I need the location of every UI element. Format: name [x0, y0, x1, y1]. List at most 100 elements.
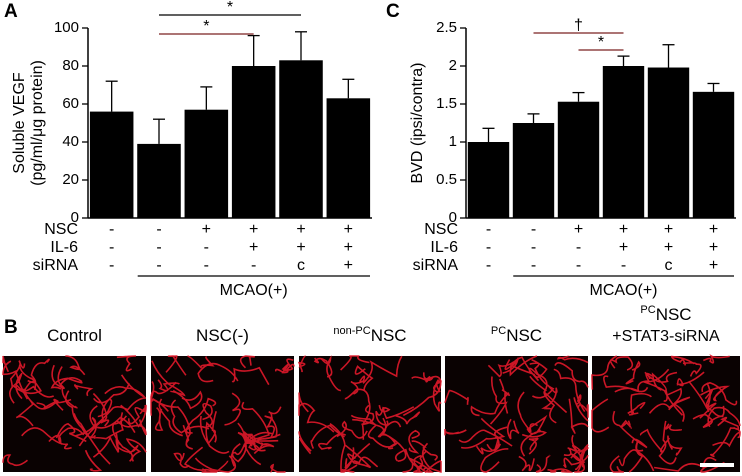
bar: [557, 101, 600, 218]
bar: [326, 98, 371, 218]
micrograph: [150, 355, 295, 473]
vessels: [591, 353, 741, 473]
condition-value: +: [709, 221, 718, 238]
condition-value: +: [344, 221, 353, 238]
y-tick-label: 0: [449, 209, 457, 226]
condition-value: +: [709, 239, 718, 256]
vessels: [444, 355, 589, 473]
y-tick-label: 40: [62, 133, 79, 150]
y-axis-label: (pg/ml/μg protein): [29, 60, 46, 186]
bar: [279, 60, 323, 218]
condition-value: +: [249, 221, 258, 238]
error-bar: [662, 44, 675, 68]
condition-value: -: [204, 239, 209, 256]
significance-mark: *: [598, 34, 604, 51]
micrograph: [591, 353, 741, 473]
y-tick-label: 2: [449, 57, 457, 74]
vessels: [2, 355, 147, 472]
image-title-main: NSC: [656, 305, 692, 324]
condition-value: -: [251, 257, 256, 274]
error-bar: [342, 78, 355, 99]
significance-mark: *: [227, 0, 233, 16]
condition-name: NSC: [424, 221, 458, 238]
condition-value: c: [297, 257, 305, 274]
bar: [647, 67, 690, 219]
image-title-sup: PC: [491, 325, 506, 337]
micrograph: [444, 355, 589, 473]
image-title-sup: PC: [640, 304, 655, 316]
condition-value: +: [619, 239, 628, 256]
condition-value: -: [486, 221, 491, 238]
condition-name: siRNA: [33, 257, 79, 274]
condition-value: -: [531, 239, 536, 256]
error-bar: [527, 113, 540, 123]
condition-value: -: [486, 257, 491, 274]
error-bar: [105, 80, 118, 112]
image-title: NSC(-): [196, 326, 249, 345]
error-bar: [617, 55, 630, 66]
condition-value: -: [109, 239, 114, 256]
significance-mark: *: [203, 18, 209, 35]
condition-value: -: [486, 239, 491, 256]
condition-value: +: [574, 221, 583, 238]
micrograph: [2, 355, 147, 472]
vessels: [297, 355, 442, 474]
condition-value: -: [109, 257, 114, 274]
bar: [467, 142, 510, 218]
condition-value: -: [576, 239, 581, 256]
bar: [184, 109, 229, 218]
image-title: PCNSC: [491, 325, 542, 346]
bar: [512, 123, 555, 218]
scale-bar: [700, 463, 734, 467]
condition-value: -: [621, 257, 626, 274]
error-bar: [707, 82, 720, 92]
condition-value: -: [156, 239, 161, 256]
condition-value: -: [531, 257, 536, 274]
micrograph: [297, 355, 442, 474]
condition-name: IL-6: [430, 239, 458, 256]
image-title-main: NSC(-): [196, 326, 249, 345]
image-title-main: NSC: [506, 326, 542, 345]
significance-mark: †: [574, 17, 583, 34]
condition-value: +: [296, 239, 305, 256]
y-tick-label: 2.5: [436, 19, 457, 36]
condition-name: IL-6: [50, 239, 78, 256]
bar: [89, 111, 134, 218]
micrograph-bg: [445, 356, 588, 472]
condition-value: -: [576, 257, 581, 274]
error-bar: [247, 34, 260, 66]
condition-value: +: [296, 221, 305, 238]
error-bar: [153, 118, 165, 144]
condition-value: c: [665, 257, 673, 274]
bar: [692, 91, 735, 218]
condition-value: -: [531, 221, 536, 238]
condition-value: +: [709, 257, 718, 274]
condition-value: +: [344, 257, 353, 274]
condition-value: -: [204, 257, 209, 274]
image-title: Control: [47, 326, 102, 345]
condition-value: -: [156, 257, 161, 274]
y-tick-label: 0: [71, 209, 79, 226]
error-bar: [200, 86, 213, 110]
y-tick-label: 1.5: [436, 95, 457, 112]
condition-value: +: [619, 221, 628, 238]
image-title-sup: non-PC: [333, 325, 370, 337]
error-bar: [482, 127, 495, 142]
condition-name: siRNA: [413, 257, 459, 274]
condition-value: +: [664, 239, 673, 256]
error-bar: [572, 91, 585, 102]
bar: [602, 66, 645, 218]
panel-label: B: [4, 317, 18, 338]
vessels: [150, 355, 295, 473]
condition-value: +: [344, 239, 353, 256]
group-label: MCAO(+): [220, 282, 288, 299]
y-axis-label: Soluble VEGF: [11, 72, 28, 174]
bar: [137, 143, 181, 218]
condition-value: -: [109, 221, 114, 238]
error-bar: [295, 31, 307, 61]
image-title-line2: +STAT3-siRNA: [612, 328, 720, 345]
bar: [231, 66, 276, 218]
image-title: PCNSC: [640, 304, 691, 325]
image-title-main: Control: [47, 326, 102, 345]
